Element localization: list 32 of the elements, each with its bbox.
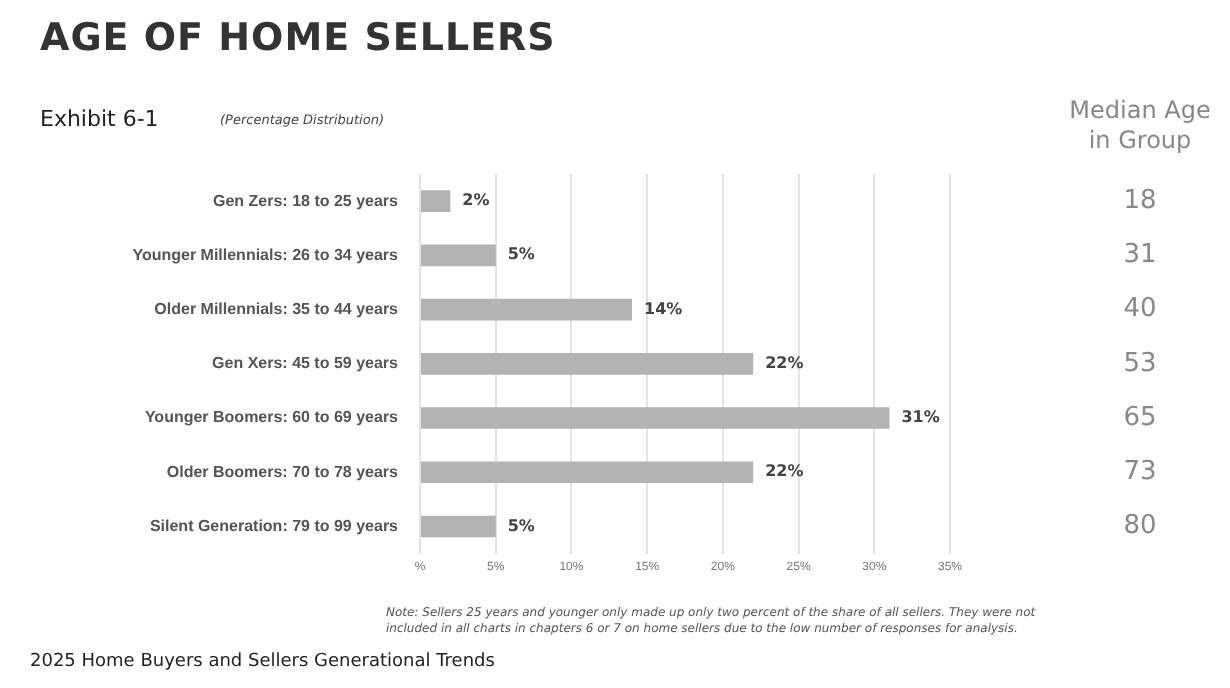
- y-tick-label: Older Millennials: 35 to 44 years: [154, 299, 400, 318]
- bar: [421, 461, 754, 484]
- y-tick-label: Older Boomers: 70 to 78 years: [166, 462, 400, 481]
- text: 2025 Home Buyers and Sellers Generational Trends: [30, 652, 495, 672]
- y2-tick-label: 40: [1123, 294, 1157, 325]
- bar: [421, 515, 496, 538]
- data-label: 2%: [462, 191, 490, 210]
- y2-tick-label: 65: [1123, 402, 1157, 433]
- data-label: 22%: [765, 353, 804, 372]
- y2-tick-label: 18: [1123, 185, 1157, 216]
- chart-title: AGE OF HOME SELLERS: [40, 16, 556, 60]
- y2-axis-title: Median Age in Group: [1067, 96, 1213, 156]
- y2-tick-label: 31: [1123, 240, 1157, 271]
- y2-tick-label: 80: [1123, 511, 1157, 542]
- data-label: 5%: [507, 516, 535, 535]
- bar: [421, 352, 754, 375]
- y2-tick-label: 53: [1123, 348, 1157, 379]
- text: Exhibit 6-1: [40, 106, 159, 132]
- y-tick-label: Gen Zers: 18 to 25 years: [213, 191, 400, 210]
- bar: [421, 190, 451, 212]
- y2-tick-label: 73: [1123, 457, 1157, 488]
- data-label: 14%: [644, 299, 683, 318]
- data-label: 31%: [901, 408, 940, 427]
- bar: [421, 244, 496, 267]
- y-tick-label: Silent Generation: 79 to 99 years: [149, 516, 400, 535]
- data-label: 5%: [507, 245, 535, 264]
- y-tick-label: Younger Boomers: 60 to 69 years: [144, 408, 400, 427]
- bar: [421, 298, 632, 321]
- y-tick-label: Younger Millennials: 26 to 34 years: [132, 245, 400, 264]
- data-label: 22%: [765, 462, 804, 481]
- bar: [421, 407, 890, 429]
- y-tick-label: Gen Xers: 45 to 59 years: [212, 354, 400, 373]
